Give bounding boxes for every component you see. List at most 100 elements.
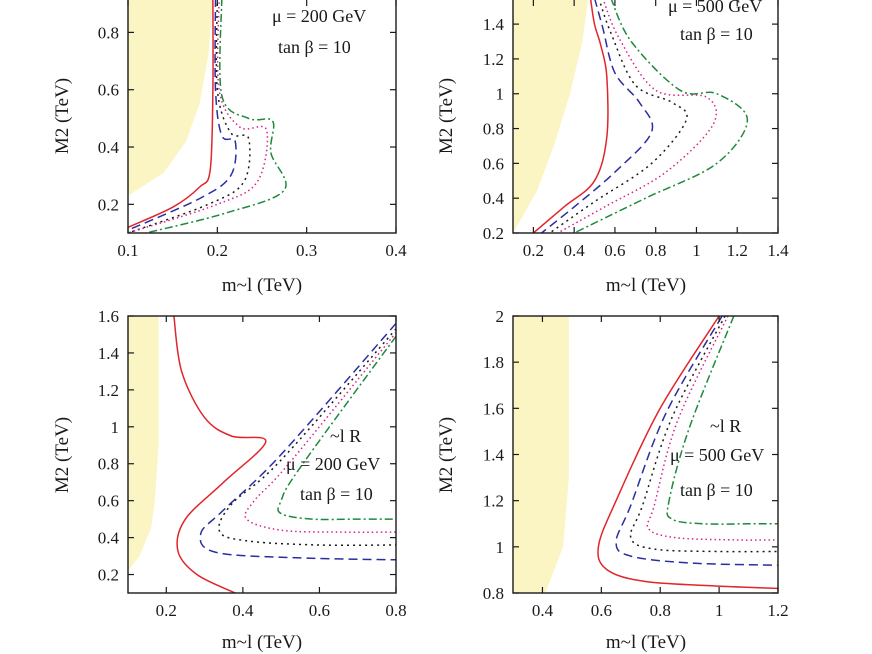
curves-group-2 xyxy=(173,316,396,593)
y-tick-label: 0.4 xyxy=(98,529,120,548)
y-tick-label: 0.8 xyxy=(483,584,504,603)
y-tick-label: 1.2 xyxy=(98,381,119,400)
x-tick-label: 1.2 xyxy=(767,601,788,620)
contour-curve-4 xyxy=(646,316,778,541)
plot-frame xyxy=(127,0,397,234)
y-tick-label: 1 xyxy=(496,85,505,104)
ticks-group-1: 0.2 0.4 0.6 0.8 1 1.2 1.4 0.2 0.4 0.6 0.8 1 1.2 1.4 xyxy=(483,0,789,260)
y-tick-label: 1.8 xyxy=(483,353,504,372)
ticks-group-3: 0.4 0.6 0.8 1 1.2 0.8 1 1.2 1.4 1.6 1.8 2 xyxy=(483,307,789,620)
contour-curve-1 xyxy=(173,316,267,593)
annotation-slepton-label: ~l R xyxy=(330,426,361,446)
y-tick-label: 0.2 xyxy=(483,224,504,243)
y-tick-label: 0.6 xyxy=(98,81,119,100)
y-tick-label: 0.4 xyxy=(483,189,505,208)
plot-frame xyxy=(512,0,779,234)
contour-curve-5 xyxy=(573,0,749,233)
excluded-region-group-2 xyxy=(128,316,159,571)
annotation-slepton-label: ~l R xyxy=(710,416,741,436)
contour-curve-3 xyxy=(549,0,688,233)
y-tick-label: 1 xyxy=(111,418,120,437)
x-tick-label: 0.4 xyxy=(532,601,554,620)
contour-curve-2 xyxy=(128,0,237,231)
annotation-mu: μ = 500 GeV xyxy=(668,0,762,16)
annotation-mu: μ = 200 GeV xyxy=(286,454,380,474)
x-tick-label: 0.2 xyxy=(207,241,228,260)
y-tick-label: 0.2 xyxy=(98,566,119,585)
y-tick-label: 1.2 xyxy=(483,492,504,511)
x-axis-label: m~l (TeV) xyxy=(606,275,686,296)
y-tick-label: 0.8 xyxy=(98,455,119,474)
x-tick-label: 0.4 xyxy=(232,601,254,620)
y-tick-label: 1.2 xyxy=(483,50,504,69)
contour-curve-2 xyxy=(615,316,778,567)
contour-curve-5 xyxy=(277,335,396,521)
contour-curve-1 xyxy=(532,0,609,233)
curves-group-3 xyxy=(597,316,778,590)
curves-group-0 xyxy=(128,0,287,233)
x-tick-label: 1.4 xyxy=(767,241,789,260)
contour-curve-1 xyxy=(597,316,778,590)
annotation-tanbeta: tan β = 10 xyxy=(680,480,753,500)
x-axis-label: m~l (TeV) xyxy=(222,275,302,296)
x-tick-label: 0.3 xyxy=(296,241,317,260)
x-tick-label: 1.2 xyxy=(727,241,748,260)
x-tick-label: 0.1 xyxy=(117,241,138,260)
excluded-region xyxy=(128,0,213,196)
excluded-region-group-0 xyxy=(128,0,213,196)
x-tick-label: 0.6 xyxy=(591,601,612,620)
x-axis-label: m~l (TeV) xyxy=(222,632,302,653)
contour-curve-4 xyxy=(557,0,718,233)
annotation-tanbeta: tan β = 10 xyxy=(680,24,753,44)
annotation-tanbeta: tan β = 10 xyxy=(278,37,351,57)
y-tick-label: 0.2 xyxy=(98,195,119,214)
x-tick-label: 0.8 xyxy=(385,601,406,620)
y-tick-label: 1.4 xyxy=(98,344,120,363)
annotation-mu: μ = 200 GeV xyxy=(272,6,366,26)
x-tick-label: 0.4 xyxy=(564,241,586,260)
contour-curve-3 xyxy=(128,0,251,233)
panel-top-left: 0.1 0.2 0.3 0.4 0.2 0.4 0.6 0.8 μ = 200 GeV tan… xyxy=(52,0,407,296)
y-tick-label: 1.6 xyxy=(98,307,119,326)
ticks-group-0: 0.1 0.2 0.3 0.4 0.2 0.4 0.6 0.8 xyxy=(98,0,407,260)
plot-frame xyxy=(127,315,397,594)
y-tick-label: 0.4 xyxy=(98,138,120,157)
contour-curve-1 xyxy=(128,0,214,228)
curves-group-1 xyxy=(532,0,749,233)
x-tick-label: 0.4 xyxy=(385,241,407,260)
contour-curve-2 xyxy=(541,0,654,233)
y-axis-label: M2 (TeV) xyxy=(52,78,73,154)
annotation-mu: μ = 500 GeV xyxy=(670,445,764,465)
annotation-tanbeta: tan β = 10 xyxy=(300,484,373,504)
x-axis-label: m~l (TeV) xyxy=(606,632,686,653)
y-tick-label: 1 xyxy=(496,538,505,557)
x-tick-label: 0.8 xyxy=(650,601,671,620)
x-tick-label: 0.2 xyxy=(156,601,177,620)
excluded-region-group-3 xyxy=(513,316,569,593)
y-tick-label: 1.4 xyxy=(483,15,505,34)
y-tick-label: 0.8 xyxy=(98,23,119,42)
x-tick-label: 0.6 xyxy=(309,601,330,620)
contour-curve-3 xyxy=(629,316,778,553)
x-tick-label: 1 xyxy=(715,601,724,620)
excluded-region xyxy=(513,0,589,233)
y-tick-label: 0.8 xyxy=(483,120,504,139)
y-tick-label: 2 xyxy=(496,307,505,326)
y-tick-label: 1.6 xyxy=(483,399,504,418)
panel-bottom-left: 0.2 0.4 0.6 0.80.20.40.60.811.21.41.6 ~l R … xyxy=(52,307,407,653)
y-tick-label: 1.4 xyxy=(483,446,505,465)
excluded-region-group-1 xyxy=(513,0,589,233)
y-axis-label: M2 (TeV) xyxy=(436,78,457,154)
x-tick-label: 0.8 xyxy=(645,241,666,260)
contour-curve-5 xyxy=(666,316,778,525)
y-axis-label: M2 (TeV) xyxy=(436,417,457,493)
y-tick-label: 0.6 xyxy=(483,154,504,173)
x-tick-label: 1 xyxy=(692,241,701,260)
y-axis-label: M2 (TeV) xyxy=(52,417,73,493)
x-tick-label: 0.6 xyxy=(604,241,625,260)
y-tick-label: 0.6 xyxy=(98,492,119,511)
panel-top-right: 0.2 0.4 0.6 0.8 1 1.2 1.4 0.2 0.4 0.6 0.8 1 1.2 1.4 μ… xyxy=(436,0,789,296)
x-tick-label: 0.2 xyxy=(523,241,544,260)
panel-bottom-right: 0.4 0.6 0.8 1 1.2 0.8 1 1.2 1.4 1.6 1.8 2 ~l R μ = … xyxy=(436,307,789,653)
